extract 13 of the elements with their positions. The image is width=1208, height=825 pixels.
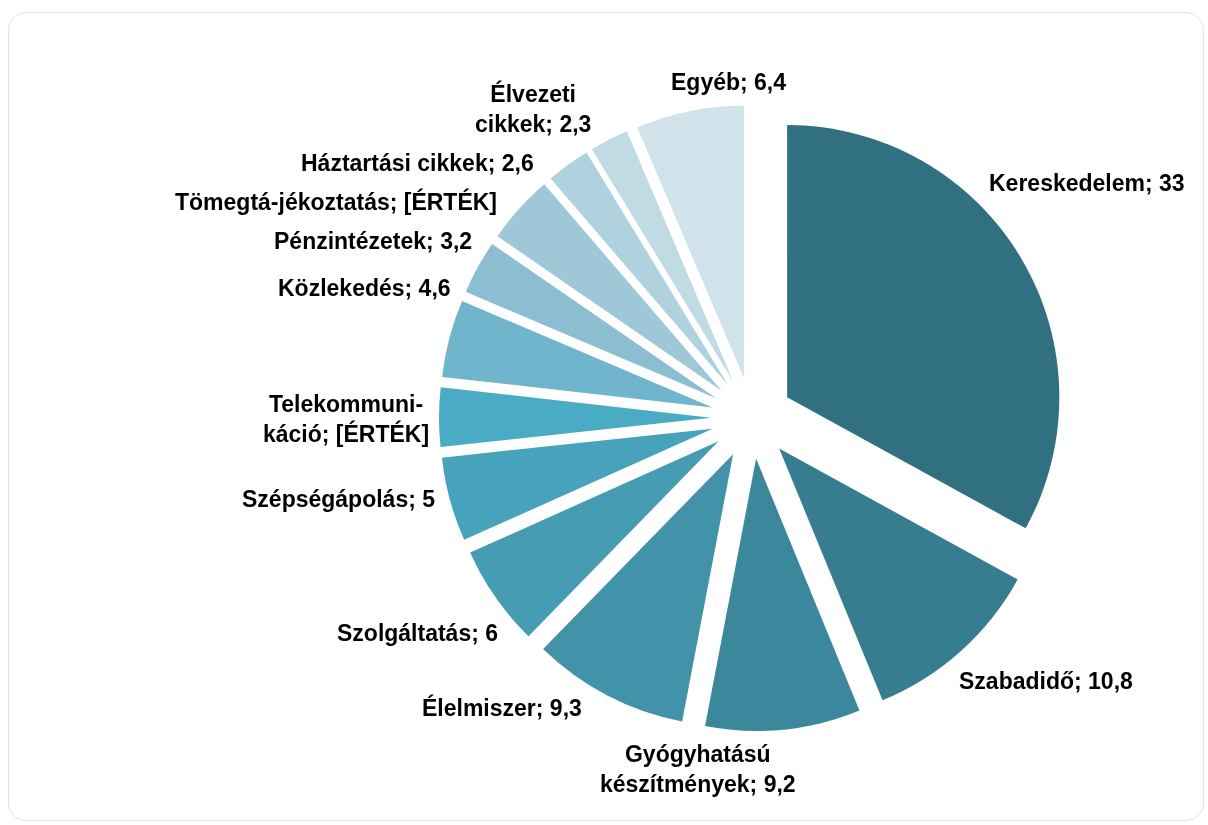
slice-label: Szépségápolás; 5 — [242, 486, 436, 512]
slice-label: Szolgáltatás; 6 — [337, 620, 499, 646]
slice-label: Élvezeti cikkek; 2,3 — [475, 80, 592, 137]
slice-label: Közlekedés; 4,6 — [278, 275, 451, 301]
slice-label: Szabadidő; 10,8 — [959, 668, 1134, 694]
slice-label: Élelmiszer; 9,3 — [422, 694, 582, 721]
slice-label: Háztartási cikkek; 2,6 — [301, 150, 534, 176]
slice-label: Gyógyhatású készítmények; 9,2 — [600, 741, 796, 797]
slice-label: Tömegtá-jékoztatás; [ÉRTÉK] — [175, 188, 498, 215]
slice-label: Pénzintézetek; 3,2 — [274, 228, 473, 254]
slice-label: Egyéb; 6,4 — [671, 69, 787, 95]
slice-label: Kereskedelem; 33 — [989, 170, 1185, 196]
slice-label: Telekommuni-káció; [ÉRTÉK] — [263, 391, 430, 447]
